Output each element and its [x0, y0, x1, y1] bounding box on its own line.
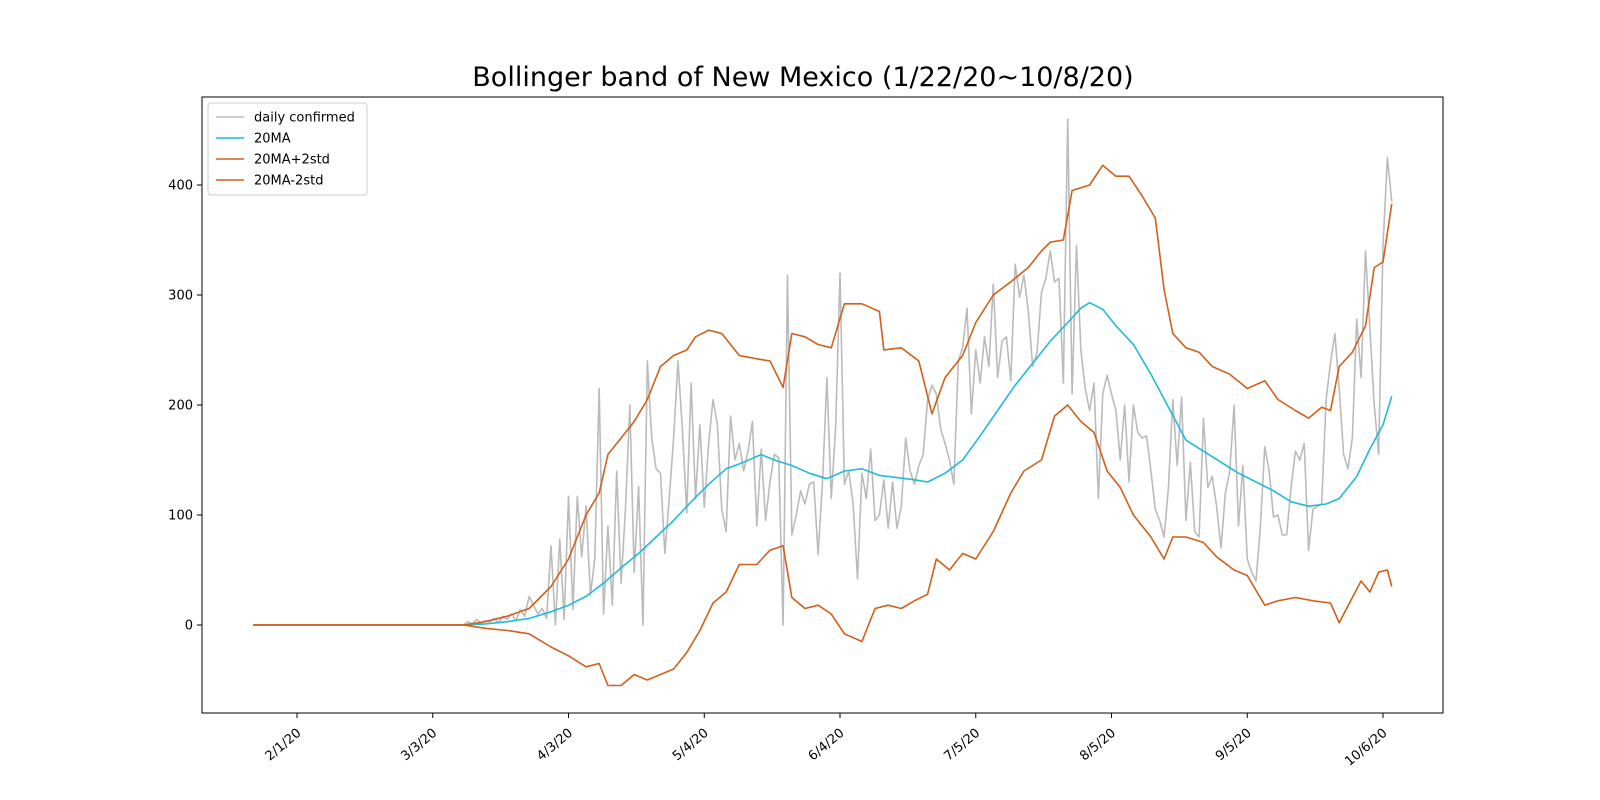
series-line-1	[253, 301, 1393, 626]
series-layer	[253, 118, 1393, 687]
series-line-2	[253, 164, 1393, 626]
series-line-3	[253, 404, 1393, 687]
legend-label: daily confirmed	[254, 111, 355, 126]
y-tick-label: 100	[168, 509, 193, 524]
legend-label: 20MA-2std	[254, 174, 323, 189]
series-line-0	[253, 118, 1393, 626]
legend: daily confirmed 20MA 20MA+2std 20MA-2std	[207, 102, 368, 196]
y-tick-label: 400	[168, 179, 193, 194]
legend-box	[207, 102, 368, 196]
y-axis: 0 100 200 300 400	[168, 179, 202, 634]
y-tick-label: 0	[185, 619, 193, 634]
legend-label: 20MA+2std	[254, 153, 330, 168]
y-tick-label: 200	[168, 399, 193, 414]
legend-label: 20MA	[254, 132, 291, 147]
chart-title: Bollinger band of New Mexico (1/22/20~10…	[472, 62, 1133, 93]
y-tick-label: 300	[168, 289, 193, 304]
